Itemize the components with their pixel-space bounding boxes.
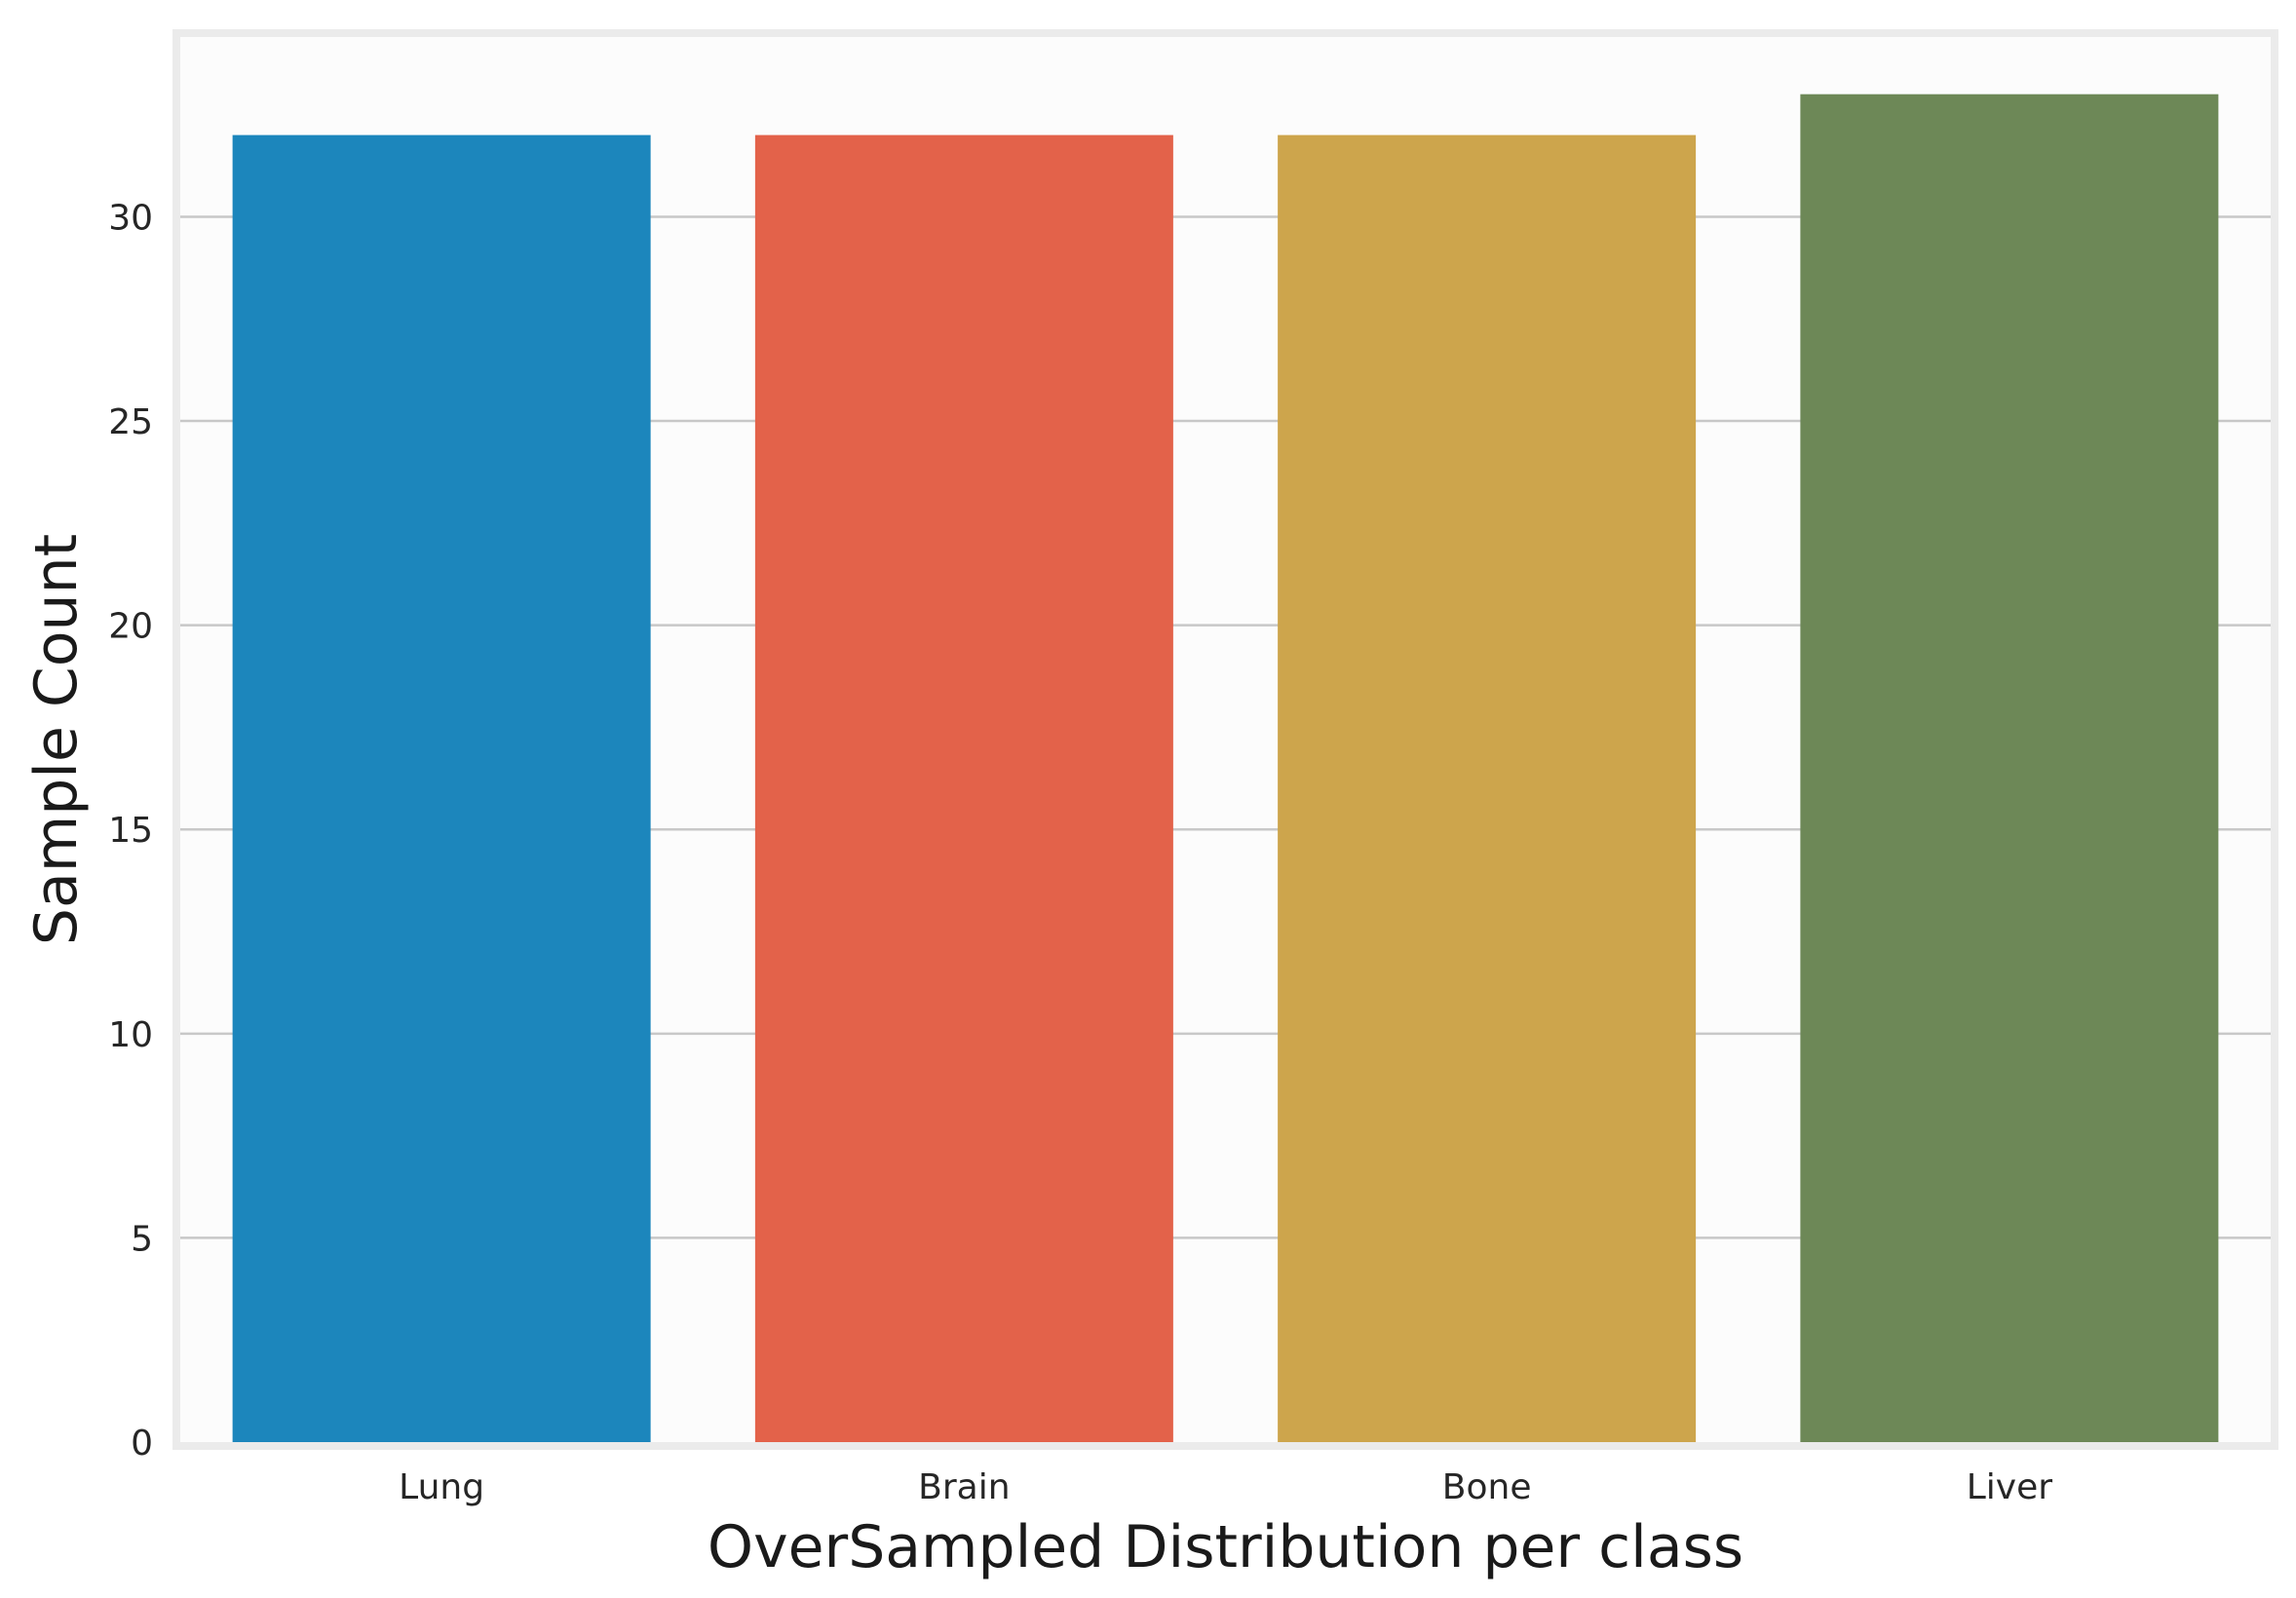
- x-tick-label: Brain: [918, 1467, 1010, 1507]
- x-tick-label: Lung: [399, 1467, 484, 1507]
- y-tick-label: 15: [108, 811, 153, 851]
- y-tick-label: 10: [108, 1015, 153, 1055]
- y-tick-labels: 0 5 10 15 20 25 30: [108, 198, 153, 1464]
- y-tick-label: 5: [131, 1219, 153, 1259]
- y-tick-label: 25: [108, 402, 153, 442]
- bar-brain: [754, 134, 1173, 1443]
- bar-lung: [232, 134, 651, 1443]
- bar-bone: [1278, 134, 1697, 1443]
- y-tick-label: 20: [108, 607, 153, 647]
- y-axis-title: Sample Count: [22, 534, 91, 945]
- x-axis-title: OverSampled Distribution per class: [708, 1513, 1743, 1581]
- y-tick-label: 0: [131, 1424, 153, 1464]
- x-tick-labels: Lung Brain Bone Liver: [399, 1467, 2052, 1507]
- bars: [232, 94, 2219, 1443]
- x-tick-label: Bone: [1442, 1467, 1532, 1507]
- x-tick-label: Liver: [1967, 1467, 2053, 1507]
- bar-liver: [1800, 94, 2219, 1443]
- y-tick-label: 30: [108, 198, 153, 238]
